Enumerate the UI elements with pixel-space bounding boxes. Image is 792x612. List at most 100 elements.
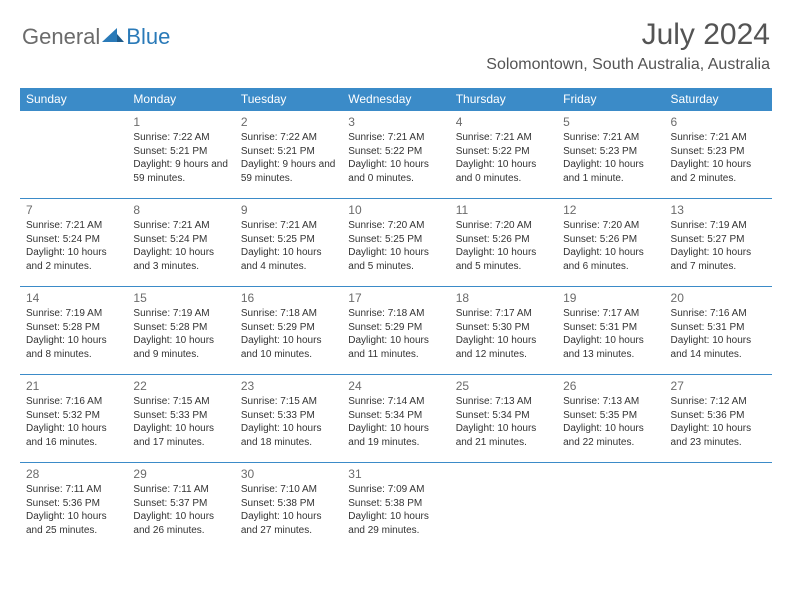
weekday-header: Monday bbox=[127, 88, 234, 111]
daylight-text: Daylight: 10 hours and 8 minutes. bbox=[26, 334, 121, 361]
day-number: 7 bbox=[26, 202, 121, 218]
daylight-text: Daylight: 9 hours and 59 minutes. bbox=[133, 158, 228, 185]
day-number: 25 bbox=[456, 378, 551, 394]
day-number: 24 bbox=[348, 378, 443, 394]
weekday-header: Sunday bbox=[20, 88, 127, 111]
sunrise-text: Sunrise: 7:20 AM bbox=[456, 219, 551, 233]
title-block: July 2024 Solomontown, South Australia, … bbox=[486, 18, 770, 74]
sunset-text: Sunset: 5:21 PM bbox=[133, 145, 228, 159]
day-number: 30 bbox=[241, 466, 336, 482]
week-row: 28Sunrise: 7:11 AMSunset: 5:36 PMDayligh… bbox=[20, 463, 772, 551]
sunrise-text: Sunrise: 7:09 AM bbox=[348, 483, 443, 497]
day-cell: 9Sunrise: 7:21 AMSunset: 5:25 PMDaylight… bbox=[235, 199, 342, 287]
sunrise-text: Sunrise: 7:21 AM bbox=[456, 131, 551, 145]
sunset-text: Sunset: 5:35 PM bbox=[563, 409, 658, 423]
day-number: 16 bbox=[241, 290, 336, 306]
day-cell: 26Sunrise: 7:13 AMSunset: 5:35 PMDayligh… bbox=[557, 375, 664, 463]
sunrise-text: Sunrise: 7:18 AM bbox=[348, 307, 443, 321]
week-row: 21Sunrise: 7:16 AMSunset: 5:32 PMDayligh… bbox=[20, 375, 772, 463]
location-text: Solomontown, South Australia, Australia bbox=[486, 56, 770, 74]
day-number: 8 bbox=[133, 202, 228, 218]
sunrise-text: Sunrise: 7:16 AM bbox=[671, 307, 766, 321]
sunrise-text: Sunrise: 7:21 AM bbox=[241, 219, 336, 233]
day-number: 27 bbox=[671, 378, 766, 394]
day-number: 10 bbox=[348, 202, 443, 218]
weekday-header: Thursday bbox=[450, 88, 557, 111]
daylight-text: Daylight: 10 hours and 22 minutes. bbox=[563, 422, 658, 449]
sunset-text: Sunset: 5:32 PM bbox=[26, 409, 121, 423]
sunset-text: Sunset: 5:34 PM bbox=[456, 409, 551, 423]
daylight-text: Daylight: 10 hours and 25 minutes. bbox=[26, 510, 121, 537]
sunrise-text: Sunrise: 7:22 AM bbox=[241, 131, 336, 145]
sunrise-text: Sunrise: 7:21 AM bbox=[26, 219, 121, 233]
day-cell: 12Sunrise: 7:20 AMSunset: 5:26 PMDayligh… bbox=[557, 199, 664, 287]
day-number: 1 bbox=[133, 114, 228, 130]
sunset-text: Sunset: 5:31 PM bbox=[671, 321, 766, 335]
day-cell: 3Sunrise: 7:21 AMSunset: 5:22 PMDaylight… bbox=[342, 111, 449, 199]
sunrise-text: Sunrise: 7:15 AM bbox=[241, 395, 336, 409]
day-cell: 16Sunrise: 7:18 AMSunset: 5:29 PMDayligh… bbox=[235, 287, 342, 375]
day-number: 5 bbox=[563, 114, 658, 130]
day-cell: 23Sunrise: 7:15 AMSunset: 5:33 PMDayligh… bbox=[235, 375, 342, 463]
day-number: 23 bbox=[241, 378, 336, 394]
day-cell bbox=[665, 463, 772, 551]
day-cell: 10Sunrise: 7:20 AMSunset: 5:25 PMDayligh… bbox=[342, 199, 449, 287]
day-number: 20 bbox=[671, 290, 766, 306]
sunrise-text: Sunrise: 7:21 AM bbox=[563, 131, 658, 145]
sunrise-text: Sunrise: 7:21 AM bbox=[348, 131, 443, 145]
daylight-text: Daylight: 10 hours and 16 minutes. bbox=[26, 422, 121, 449]
sunrise-text: Sunrise: 7:20 AM bbox=[563, 219, 658, 233]
daylight-text: Daylight: 10 hours and 0 minutes. bbox=[348, 158, 443, 185]
sunrise-text: Sunrise: 7:15 AM bbox=[133, 395, 228, 409]
sunset-text: Sunset: 5:29 PM bbox=[348, 321, 443, 335]
sunset-text: Sunset: 5:38 PM bbox=[348, 497, 443, 511]
day-number: 3 bbox=[348, 114, 443, 130]
sunrise-text: Sunrise: 7:18 AM bbox=[241, 307, 336, 321]
day-cell: 4Sunrise: 7:21 AMSunset: 5:22 PMDaylight… bbox=[450, 111, 557, 199]
sunset-text: Sunset: 5:26 PM bbox=[456, 233, 551, 247]
daylight-text: Daylight: 10 hours and 5 minutes. bbox=[456, 246, 551, 273]
sunset-text: Sunset: 5:33 PM bbox=[133, 409, 228, 423]
header: General Blue July 2024 Solomontown, Sout… bbox=[0, 0, 792, 82]
day-number: 11 bbox=[456, 202, 551, 218]
sunrise-text: Sunrise: 7:16 AM bbox=[26, 395, 121, 409]
sunset-text: Sunset: 5:28 PM bbox=[26, 321, 121, 335]
sunset-text: Sunset: 5:29 PM bbox=[241, 321, 336, 335]
daylight-text: Daylight: 10 hours and 5 minutes. bbox=[348, 246, 443, 273]
day-cell: 13Sunrise: 7:19 AMSunset: 5:27 PMDayligh… bbox=[665, 199, 772, 287]
sunset-text: Sunset: 5:31 PM bbox=[563, 321, 658, 335]
daylight-text: Daylight: 10 hours and 3 minutes. bbox=[133, 246, 228, 273]
week-row: 7Sunrise: 7:21 AMSunset: 5:24 PMDaylight… bbox=[20, 199, 772, 287]
sunset-text: Sunset: 5:34 PM bbox=[348, 409, 443, 423]
sunset-text: Sunset: 5:36 PM bbox=[671, 409, 766, 423]
day-cell bbox=[20, 111, 127, 199]
day-number: 29 bbox=[133, 466, 228, 482]
day-cell: 21Sunrise: 7:16 AMSunset: 5:32 PMDayligh… bbox=[20, 375, 127, 463]
day-cell: 25Sunrise: 7:13 AMSunset: 5:34 PMDayligh… bbox=[450, 375, 557, 463]
day-number: 13 bbox=[671, 202, 766, 218]
sunset-text: Sunset: 5:36 PM bbox=[26, 497, 121, 511]
sunset-text: Sunset: 5:37 PM bbox=[133, 497, 228, 511]
day-number: 21 bbox=[26, 378, 121, 394]
daylight-text: Daylight: 10 hours and 14 minutes. bbox=[671, 334, 766, 361]
calendar-table: Sunday Monday Tuesday Wednesday Thursday… bbox=[20, 88, 772, 551]
sunrise-text: Sunrise: 7:21 AM bbox=[671, 131, 766, 145]
daylight-text: Daylight: 10 hours and 10 minutes. bbox=[241, 334, 336, 361]
week-row: 14Sunrise: 7:19 AMSunset: 5:28 PMDayligh… bbox=[20, 287, 772, 375]
sunrise-text: Sunrise: 7:14 AM bbox=[348, 395, 443, 409]
daylight-text: Daylight: 10 hours and 27 minutes. bbox=[241, 510, 336, 537]
daylight-text: Daylight: 10 hours and 18 minutes. bbox=[241, 422, 336, 449]
day-number: 18 bbox=[456, 290, 551, 306]
sunrise-text: Sunrise: 7:13 AM bbox=[456, 395, 551, 409]
sunrise-text: Sunrise: 7:22 AM bbox=[133, 131, 228, 145]
day-number: 28 bbox=[26, 466, 121, 482]
day-cell: 22Sunrise: 7:15 AMSunset: 5:33 PMDayligh… bbox=[127, 375, 234, 463]
page-title: July 2024 bbox=[486, 18, 770, 52]
day-cell: 5Sunrise: 7:21 AMSunset: 5:23 PMDaylight… bbox=[557, 111, 664, 199]
day-cell: 1Sunrise: 7:22 AMSunset: 5:21 PMDaylight… bbox=[127, 111, 234, 199]
weekday-header: Wednesday bbox=[342, 88, 449, 111]
day-number: 31 bbox=[348, 466, 443, 482]
daylight-text: Daylight: 10 hours and 13 minutes. bbox=[563, 334, 658, 361]
sunset-text: Sunset: 5:30 PM bbox=[456, 321, 551, 335]
logo-triangle-icon bbox=[102, 26, 124, 49]
